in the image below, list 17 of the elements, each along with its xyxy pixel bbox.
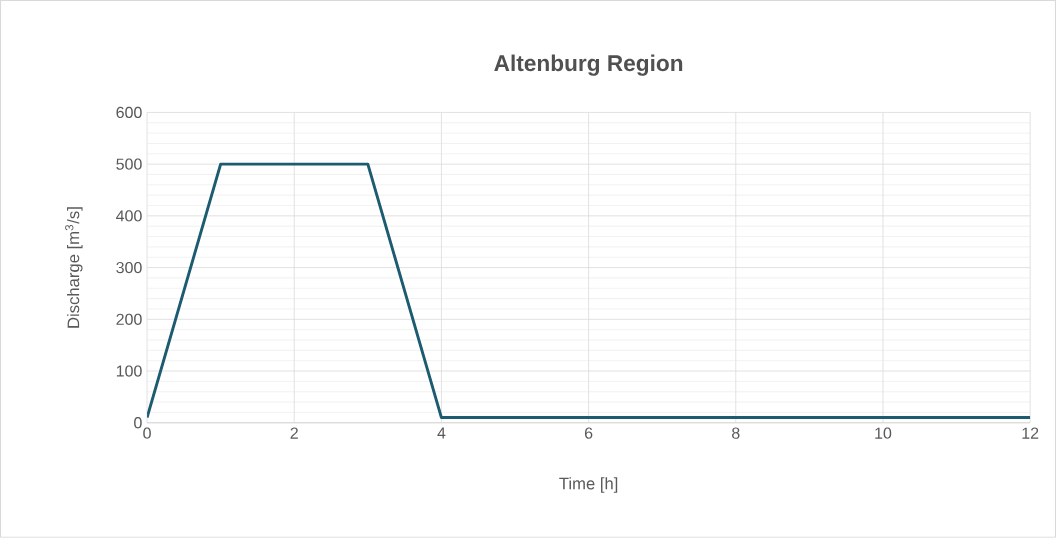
y-tick-label: 200 xyxy=(116,313,142,326)
x-tick-label: 12 xyxy=(1022,427,1039,439)
y-tick-label: 600 xyxy=(116,106,142,119)
x-tick-label: 8 xyxy=(732,427,740,439)
y-axis-title: Discharge [m$^{3}$/s] xyxy=(65,207,83,328)
y-tick-label: 100 xyxy=(116,365,142,377)
y-tick-label: 300 xyxy=(116,262,142,274)
y-tick-label: 400 xyxy=(116,210,142,222)
x-axis-title: Time [h] xyxy=(559,477,618,493)
x-tick-label: 2 xyxy=(290,427,298,439)
y-tick-label: 500 xyxy=(116,158,142,170)
x-tick-label: 0 xyxy=(143,427,151,439)
x-tick-label: 10 xyxy=(875,427,892,439)
chart-title: Altenburg Region xyxy=(494,54,683,76)
x-tick-label: 4 xyxy=(437,427,446,439)
y-tick-label: 0 xyxy=(134,417,142,429)
x-tick-label: 6 xyxy=(584,427,593,439)
